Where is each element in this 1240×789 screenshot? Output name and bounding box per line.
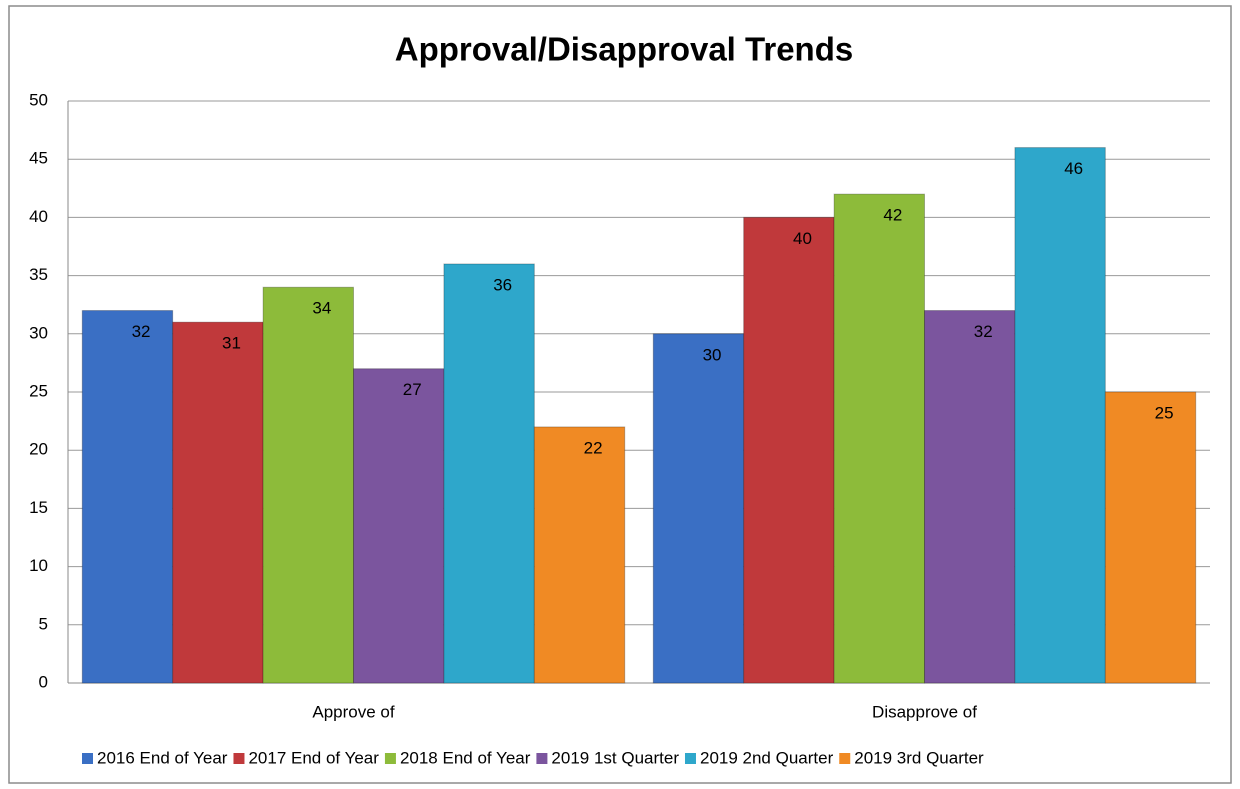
data-label: 34: [312, 299, 331, 318]
data-label: 31: [222, 334, 241, 353]
chart-title: Approval/Disapproval Trends: [395, 31, 853, 68]
bar: [172, 321, 264, 684]
bar: [1014, 147, 1106, 684]
y-tick-label: 35: [29, 265, 48, 284]
legend-marker: [839, 753, 851, 764]
bar: [652, 333, 745, 684]
data-label: 32: [132, 322, 151, 341]
y-tick-label: 20: [29, 440, 48, 459]
bar: [81, 310, 174, 684]
data-label: 27: [403, 380, 422, 399]
x-tick-label: Approve of: [312, 702, 394, 721]
y-tick-label: 0: [39, 672, 48, 691]
x-tick-label: Disapprove of: [872, 702, 977, 721]
legend-marker: [536, 753, 548, 764]
y-tick-label: 10: [29, 556, 48, 575]
data-label: 46: [1064, 159, 1083, 178]
bar: [353, 368, 445, 684]
legend-label: 2019 3rd Quarter: [854, 748, 984, 767]
data-label: 32: [974, 322, 993, 341]
y-tick-label: 50: [29, 90, 48, 109]
legend-label: 2017 End of Year: [248, 748, 379, 767]
legend-label: 2019 1st Quarter: [551, 748, 679, 767]
legend-marker: [82, 753, 93, 764]
bar: [533, 426, 626, 684]
legend-marker: [684, 753, 696, 764]
y-tick-label: 5: [39, 614, 48, 633]
legend-marker: [233, 753, 245, 764]
bar: [262, 286, 355, 684]
y-tick-label: 15: [29, 498, 48, 517]
y-tick-label: 25: [29, 381, 48, 400]
bar: [443, 263, 535, 684]
data-label: 22: [584, 438, 603, 457]
data-label: 40: [793, 229, 812, 248]
legend-label: 2016 End of Year: [97, 748, 228, 767]
data-label: 30: [703, 345, 722, 364]
legend-label: 2018 End of Year: [400, 748, 531, 767]
y-tick-label: 30: [29, 323, 48, 342]
data-label: 36: [493, 275, 512, 294]
bar: [743, 216, 835, 684]
data-label: 42: [883, 206, 902, 225]
legend-marker: [384, 753, 396, 764]
y-tick-label: 40: [29, 207, 48, 226]
data-label: 25: [1155, 403, 1174, 422]
bar: [833, 193, 926, 684]
y-tick-label: 45: [29, 149, 48, 168]
bar: [924, 310, 1016, 684]
legend-label: 2019 2nd Quarter: [700, 748, 834, 767]
bar: [1104, 391, 1197, 684]
